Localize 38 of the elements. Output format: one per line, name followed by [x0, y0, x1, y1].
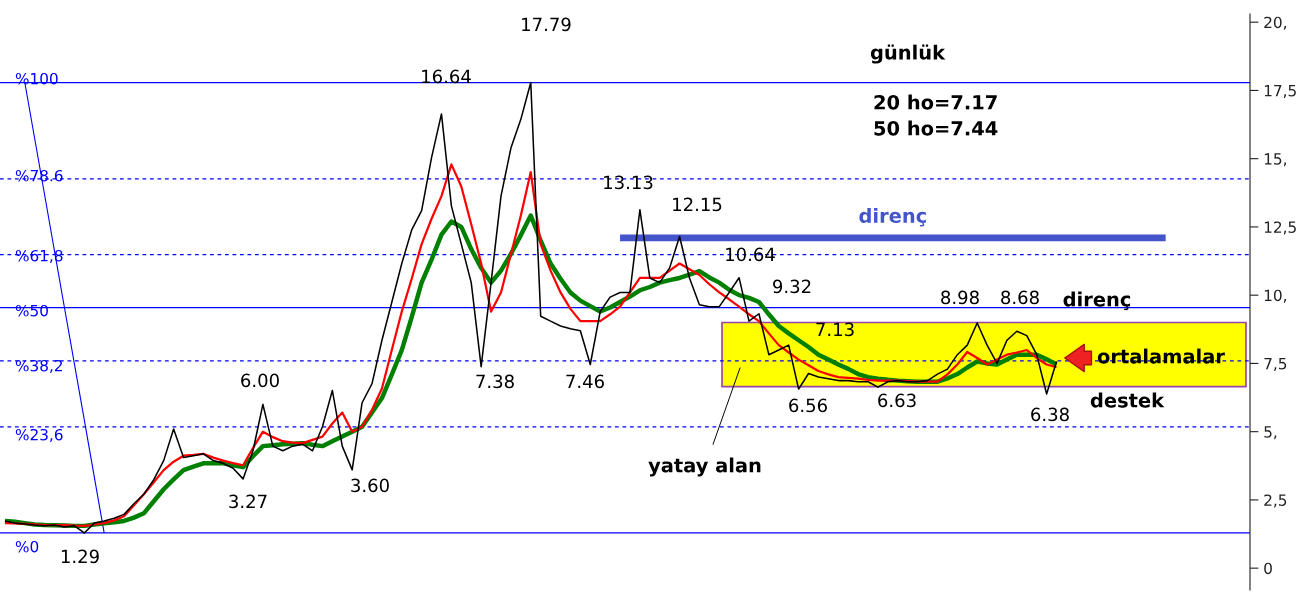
annotation: 6.00 [241, 373, 279, 388]
annotation: 6.56 [789, 398, 827, 413]
y-tick-label: 12,5 [1264, 221, 1296, 235]
y-tick-label: 7,5 [1264, 358, 1287, 371]
y-tick-label: 5, [1264, 426, 1277, 440]
annotation: 1.29 [61, 549, 99, 564]
annotation: 10.64 [726, 247, 775, 262]
annotation: yatay alan [648, 457, 761, 477]
annotation: 3.60 [351, 478, 389, 493]
annotation: %23,6 [15, 428, 63, 442]
series-label: direnç [859, 207, 926, 227]
annotation: 16.64 [422, 69, 471, 84]
y-tick-label: 17,5 [1264, 85, 1296, 99]
text: günlük [870, 44, 946, 64]
annotation: 8.98 [941, 290, 979, 305]
annotation: 13.13 [604, 175, 653, 190]
y-tick-label: 15, [1264, 153, 1286, 167]
annotation: 50 ho=7.44 [874, 120, 998, 136]
annotation: direnç [1063, 291, 1131, 311]
annotation: 7.38 [476, 374, 514, 389]
annotation: 20 ho=7.17 [874, 94, 997, 110]
annotation: 17.79 [522, 17, 571, 32]
y-tick-label: 20, [1264, 16, 1286, 30]
annotation: %38,2 [15, 359, 62, 373]
annotation: 7.46 [566, 374, 604, 389]
annotation: destek [1090, 392, 1165, 408]
y-tick-label: 10, [1264, 289, 1286, 303]
annotation: ortalamalar [1097, 348, 1225, 364]
annotation: 7.13 [816, 322, 854, 337]
annotation: 8.68 [1001, 290, 1039, 305]
y-tick-label: 2,5 [1264, 494, 1287, 508]
y-tick-label: 0 [1264, 562, 1272, 575]
annotation: 9.32 [773, 279, 811, 294]
annotation: %0 [15, 540, 39, 553]
annotation: 12.15 [673, 197, 722, 212]
annotation: 3.27 [229, 494, 267, 509]
annotation: 6.38 [1031, 407, 1069, 422]
annotation: 6.63 [878, 393, 916, 408]
